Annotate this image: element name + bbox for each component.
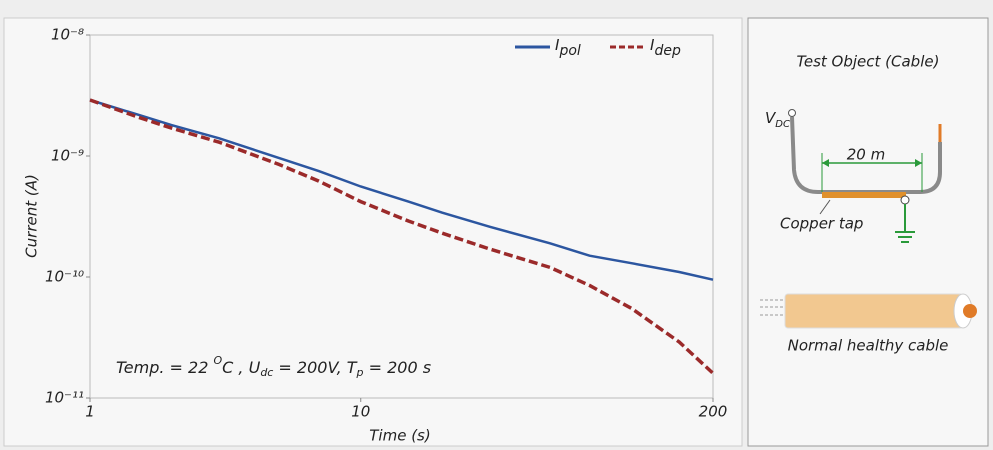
tape-label: Copper tap bbox=[780, 215, 863, 233]
ground-terminal bbox=[900, 195, 910, 205]
annotation-part: = 200 s bbox=[364, 358, 432, 377]
legend-sub: dep bbox=[654, 43, 681, 59]
y-tick-label: 10⁻⁹ bbox=[51, 147, 84, 165]
terminal bbox=[788, 109, 796, 117]
legend-sub: pol bbox=[558, 43, 580, 59]
diagram-panel bbox=[747, 17, 989, 447]
legend-label: Ipol bbox=[555, 36, 581, 60]
annotation-part: C , U bbox=[222, 358, 260, 377]
length-label: 20 m bbox=[847, 146, 885, 164]
annotation-part: Temp. = 22 bbox=[116, 358, 214, 377]
annotation-part: dc bbox=[260, 366, 273, 379]
annotation-part: = 200V, T bbox=[273, 358, 357, 377]
annotation: Temp. = 22 OC , Udc = 200V, Tp = 200 s bbox=[116, 354, 431, 379]
cable-diagram: Test Object (Cable) VDC 20 m Copper tap … bbox=[760, 53, 977, 355]
x-tick-label: 200 bbox=[699, 403, 728, 421]
pointer bbox=[819, 199, 831, 215]
annotation-part: p bbox=[356, 366, 364, 379]
healthy-cable-sheath bbox=[784, 293, 964, 329]
y-tick-label: 10⁻⁸ bbox=[51, 26, 84, 44]
legend-label: Idep bbox=[650, 36, 681, 60]
cut-lines bbox=[760, 299, 785, 316]
cable-core bbox=[963, 304, 977, 318]
copper-tape bbox=[822, 192, 906, 198]
annotation-part: O bbox=[214, 354, 223, 367]
legend-name: I bbox=[555, 36, 560, 54]
series-line bbox=[89, 98, 715, 375]
healthy-label: Normal healthy cable bbox=[788, 337, 949, 355]
y-tick-label: 10⁻¹¹ bbox=[45, 389, 84, 407]
vdc-label: VDC bbox=[765, 109, 790, 130]
y-axis-label: Current (A) bbox=[23, 174, 41, 258]
x-tick-label: 1 bbox=[85, 403, 95, 421]
vdc-sub: DC bbox=[775, 119, 790, 130]
legend-name: I bbox=[650, 36, 655, 54]
x-tick-label: 10 bbox=[351, 403, 370, 421]
y-tick-label: 10⁻¹⁰ bbox=[45, 268, 84, 286]
ground-symbol bbox=[895, 204, 915, 243]
diagram-title: Test Object (Cable) bbox=[797, 53, 940, 71]
chart-panel bbox=[3, 17, 743, 447]
series-line bbox=[89, 98, 714, 281]
x-axis-label: Time (s) bbox=[369, 427, 430, 445]
plot-area bbox=[89, 34, 714, 399]
vdc-text: V bbox=[765, 109, 777, 127]
